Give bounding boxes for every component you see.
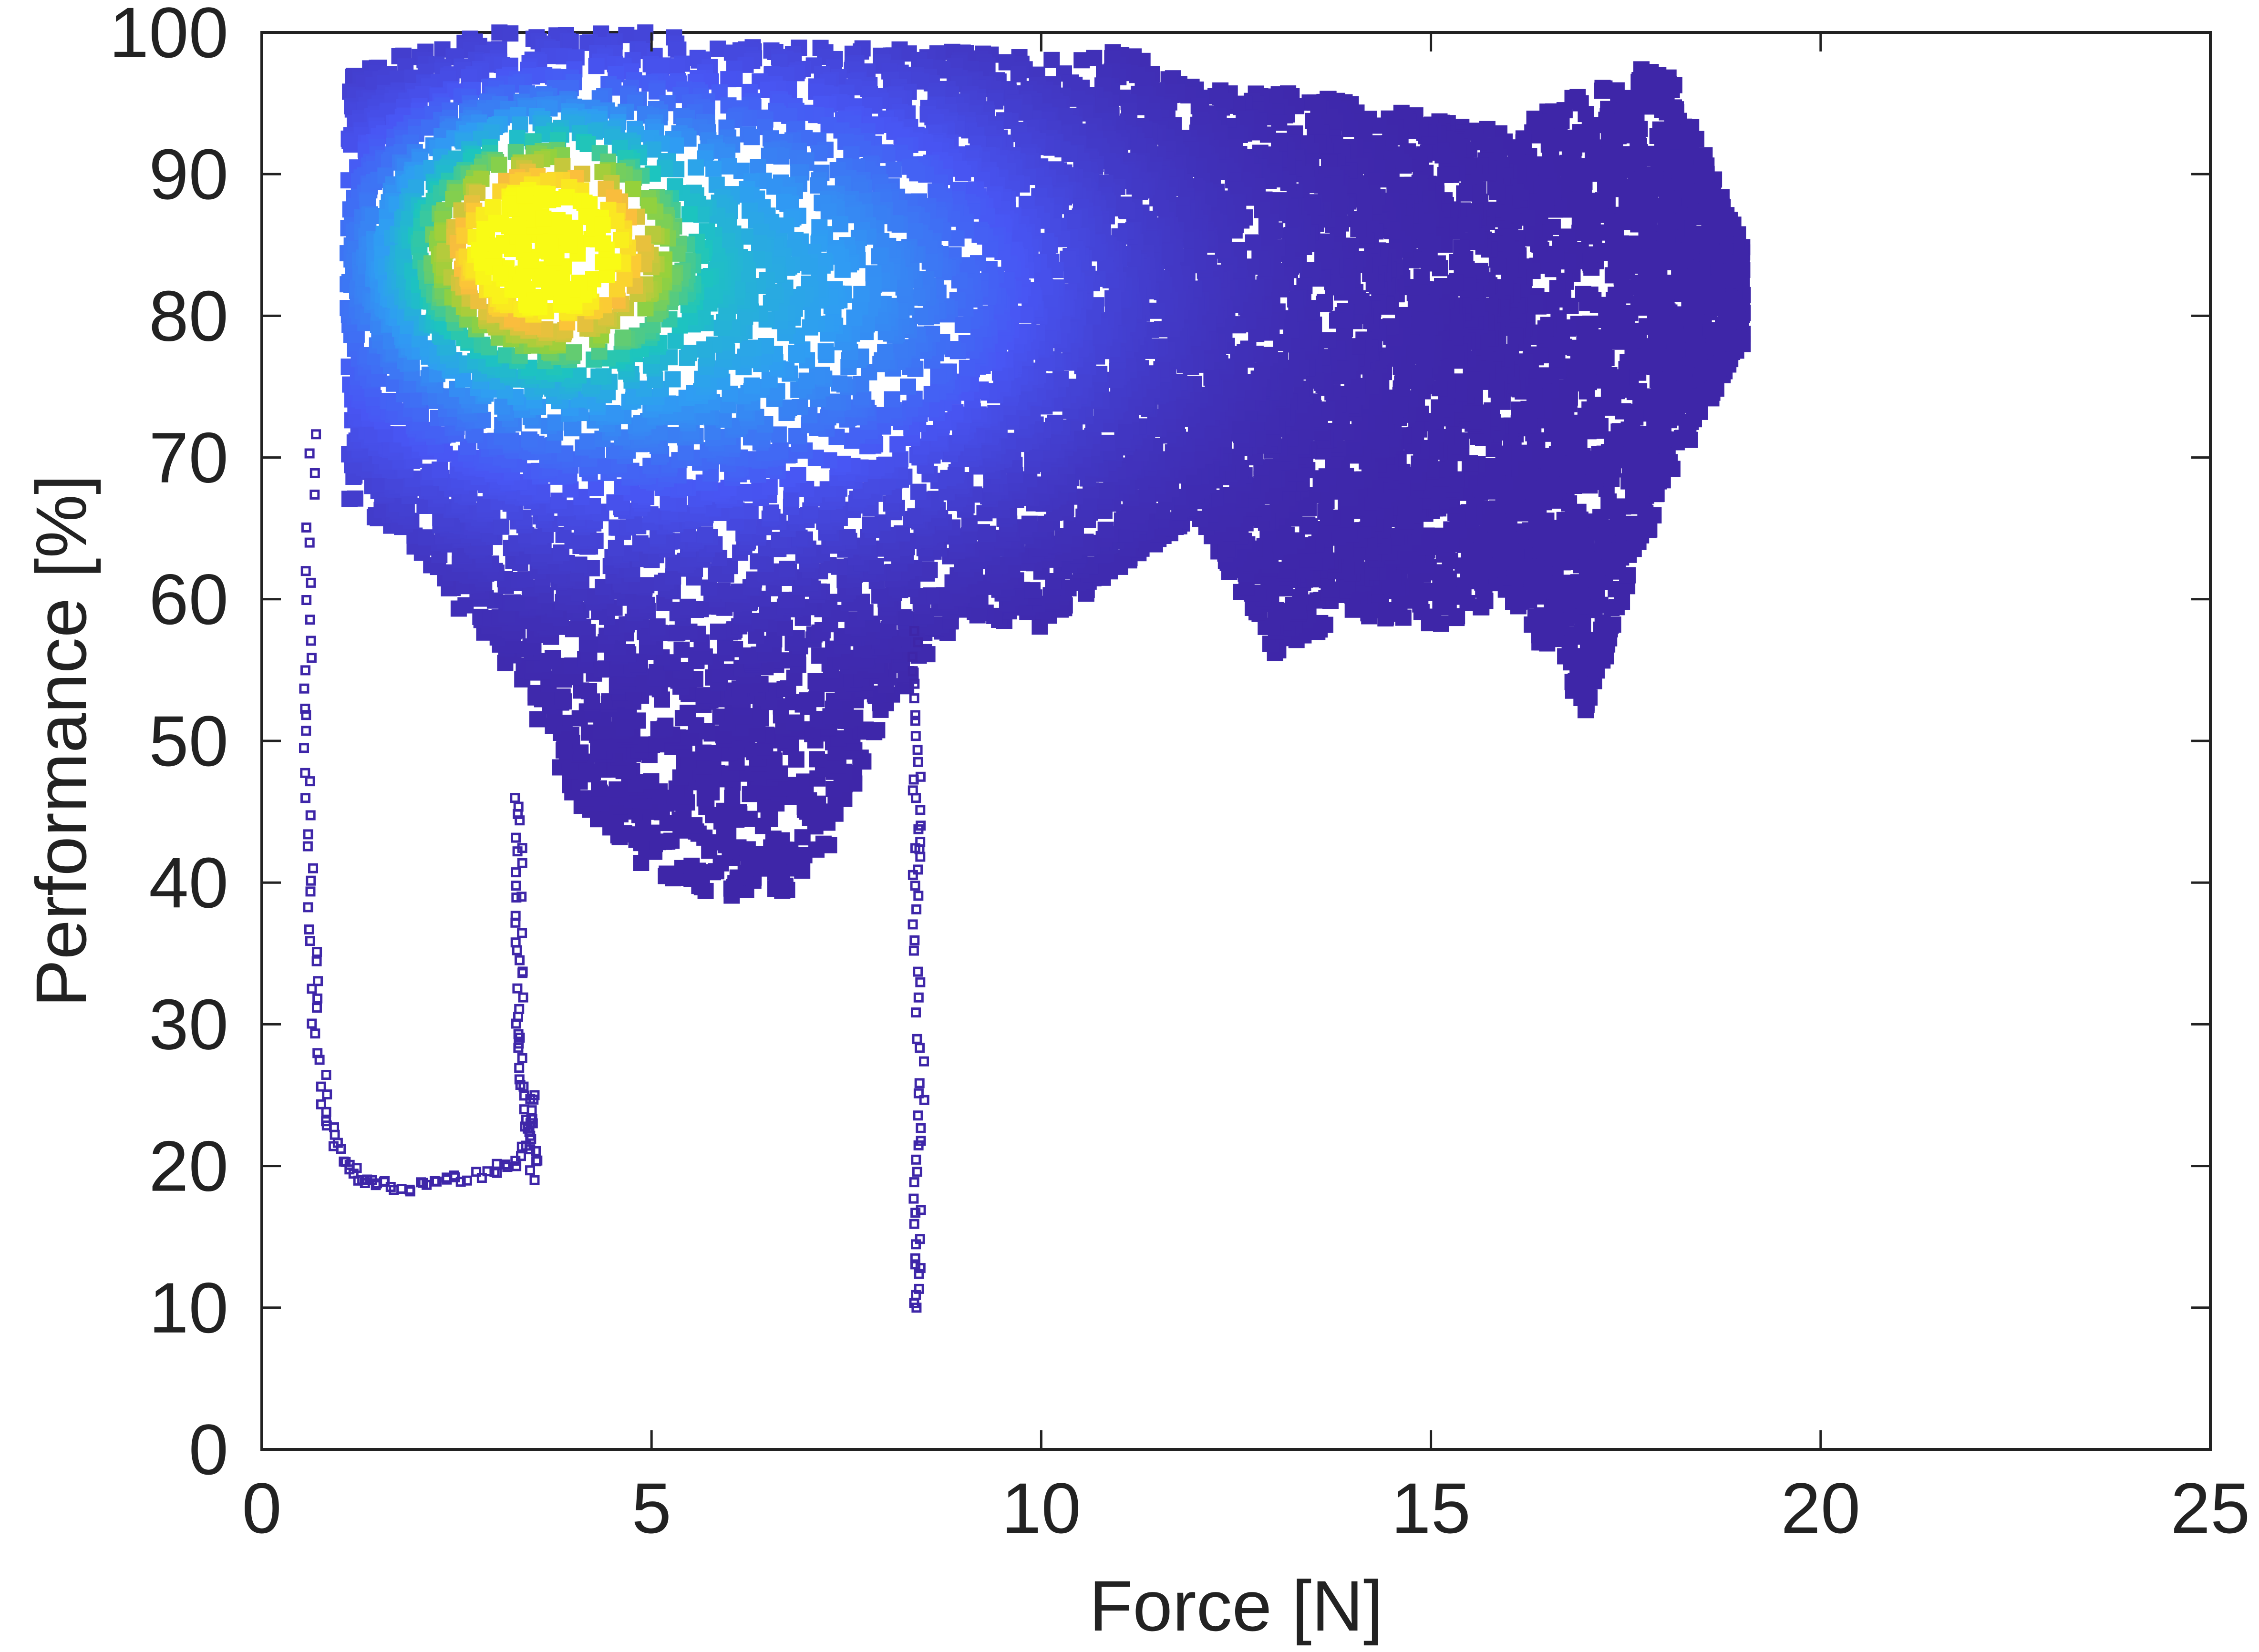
data-point bbox=[1497, 488, 1514, 505]
density-cloud bbox=[340, 24, 1751, 904]
data-point bbox=[807, 673, 824, 689]
data-point bbox=[1604, 267, 1621, 284]
data-point bbox=[591, 780, 607, 797]
data-point bbox=[683, 857, 700, 874]
data-point bbox=[643, 773, 660, 790]
data-point bbox=[1557, 648, 1574, 665]
data-point bbox=[1456, 185, 1473, 202]
data-point bbox=[710, 623, 726, 640]
data-point bbox=[921, 562, 938, 578]
data-point bbox=[717, 639, 733, 656]
data-point bbox=[815, 835, 832, 852]
data-point bbox=[847, 709, 864, 726]
data-point bbox=[648, 736, 665, 753]
data-point bbox=[680, 598, 696, 615]
data-point bbox=[1329, 312, 1345, 329]
data-point bbox=[673, 641, 690, 658]
data-point bbox=[554, 688, 571, 705]
data-point bbox=[1619, 354, 1636, 370]
data-point bbox=[1591, 446, 1608, 462]
data-point bbox=[1287, 291, 1304, 308]
data-point bbox=[659, 865, 675, 882]
data-point bbox=[1203, 369, 1220, 386]
data-point bbox=[649, 618, 666, 635]
data-point bbox=[1245, 234, 1261, 251]
data-point bbox=[724, 790, 741, 806]
data-point bbox=[1528, 608, 1545, 625]
data-point bbox=[1350, 221, 1367, 237]
data-point bbox=[811, 647, 828, 664]
data-point bbox=[1453, 239, 1470, 256]
data-point bbox=[1449, 254, 1465, 270]
data-point bbox=[777, 619, 793, 636]
data-point bbox=[680, 705, 696, 721]
data-point bbox=[1097, 522, 1114, 538]
data-point bbox=[1313, 470, 1330, 487]
data-point bbox=[1649, 128, 1666, 144]
data-point bbox=[1594, 82, 1610, 99]
data-point bbox=[794, 862, 811, 879]
data-point bbox=[808, 691, 825, 708]
data-point bbox=[696, 687, 712, 704]
data-point bbox=[1292, 589, 1309, 605]
data-point bbox=[675, 809, 692, 825]
data-point bbox=[809, 751, 825, 768]
data-point bbox=[1098, 482, 1115, 499]
data-point bbox=[649, 664, 665, 680]
data-point bbox=[1073, 52, 1090, 69]
data-point bbox=[1489, 184, 1506, 200]
data-point bbox=[657, 718, 674, 734]
data-point bbox=[575, 618, 591, 635]
data-point bbox=[695, 744, 712, 761]
data-point bbox=[1431, 399, 1447, 416]
data-point bbox=[1511, 401, 1527, 418]
data-point bbox=[871, 587, 888, 604]
data-point bbox=[1598, 312, 1615, 328]
data-point bbox=[545, 650, 561, 666]
